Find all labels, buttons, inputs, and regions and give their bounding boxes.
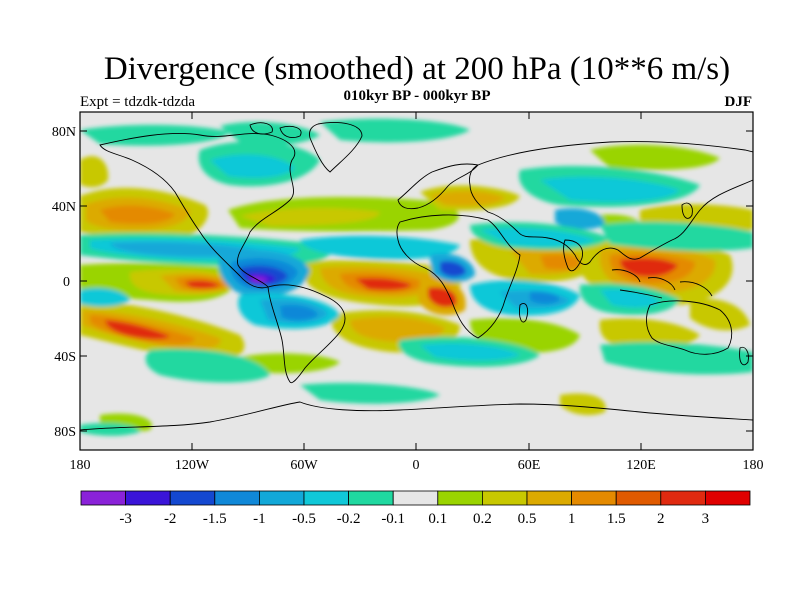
lon-label-180w: 180 [70,458,91,473]
colorbar-swatch [125,490,171,506]
lon-label-60e: 60E [518,458,541,473]
lon-ticks [79,112,754,450]
colorbar-tick-label: -1.5 [203,511,227,527]
season-label: DJF [724,94,753,110]
lat-label-80s: 80S [54,425,76,440]
colorbar-swatch [303,490,349,506]
colorbar-tick-label: 1.5 [607,511,626,527]
experiment-label: Expt = tdzdk-tdzda [80,94,196,110]
lat-ticks [80,130,753,432]
lat-label-40s: 40S [54,350,76,365]
colorbar-tick-label: 0.5 [518,511,537,527]
colorbar-swatch [615,490,662,506]
coastlines [80,122,753,431]
colorbar-swatch [660,490,706,506]
colorbar-swatch [571,490,617,506]
colorbar-swatch [348,490,394,506]
colorbar-tick-label: 1 [568,511,576,527]
lon-label-120w: 120W [175,458,210,473]
colorbar-tick-label: 0.1 [428,511,447,527]
colorbar-tick-label: -0.5 [292,511,316,527]
colorbar-swatch [169,490,216,506]
colorbar-swatch [80,490,126,506]
colorbar-tick-label: -0.2 [337,511,361,527]
colorbar-labels: -3 -2 -1.5 -1 -0.5 -0.2 -0.1 0.1 0.2 0.5 1 1.5 2 3 [119,511,709,527]
lon-label-120e: 120E [626,458,656,473]
lat-label-0: 0 [63,275,70,290]
divergence-contour-fill [80,118,753,436]
page-title: Divergence (smoothed) at 200 hPa (10**6 … [103,51,731,87]
colorbar-tick-label: 2 [657,511,665,527]
colorbar-tick-label: -3 [119,511,132,527]
colorbar-tick-label: -1 [253,511,266,527]
lon-label-180e: 180 [743,458,764,473]
colorbar-swatch [214,490,260,506]
lat-label-40n: 40N [52,200,76,215]
lat-label-80n: 80N [52,125,76,140]
colorbar-tick-label: -2 [164,511,177,527]
colorbar-swatch [258,490,305,506]
colorbar-tick-label: -0.1 [381,511,405,527]
colorbar-swatch [526,490,572,506]
lon-label-0: 0 [413,458,420,473]
colorbar-tick-label: 0.2 [473,511,492,527]
subtitle: 010kyr BP - 000kyr BP [343,88,491,104]
colorbar-swatch [481,490,528,506]
colorbar-tick-label: 3 [702,511,710,527]
colorbar-swatch [705,490,751,506]
colorbar-swatch [437,490,483,506]
lon-label-60w: 60W [290,458,318,473]
colorbar-swatch [392,490,439,506]
colorbar [80,490,751,506]
